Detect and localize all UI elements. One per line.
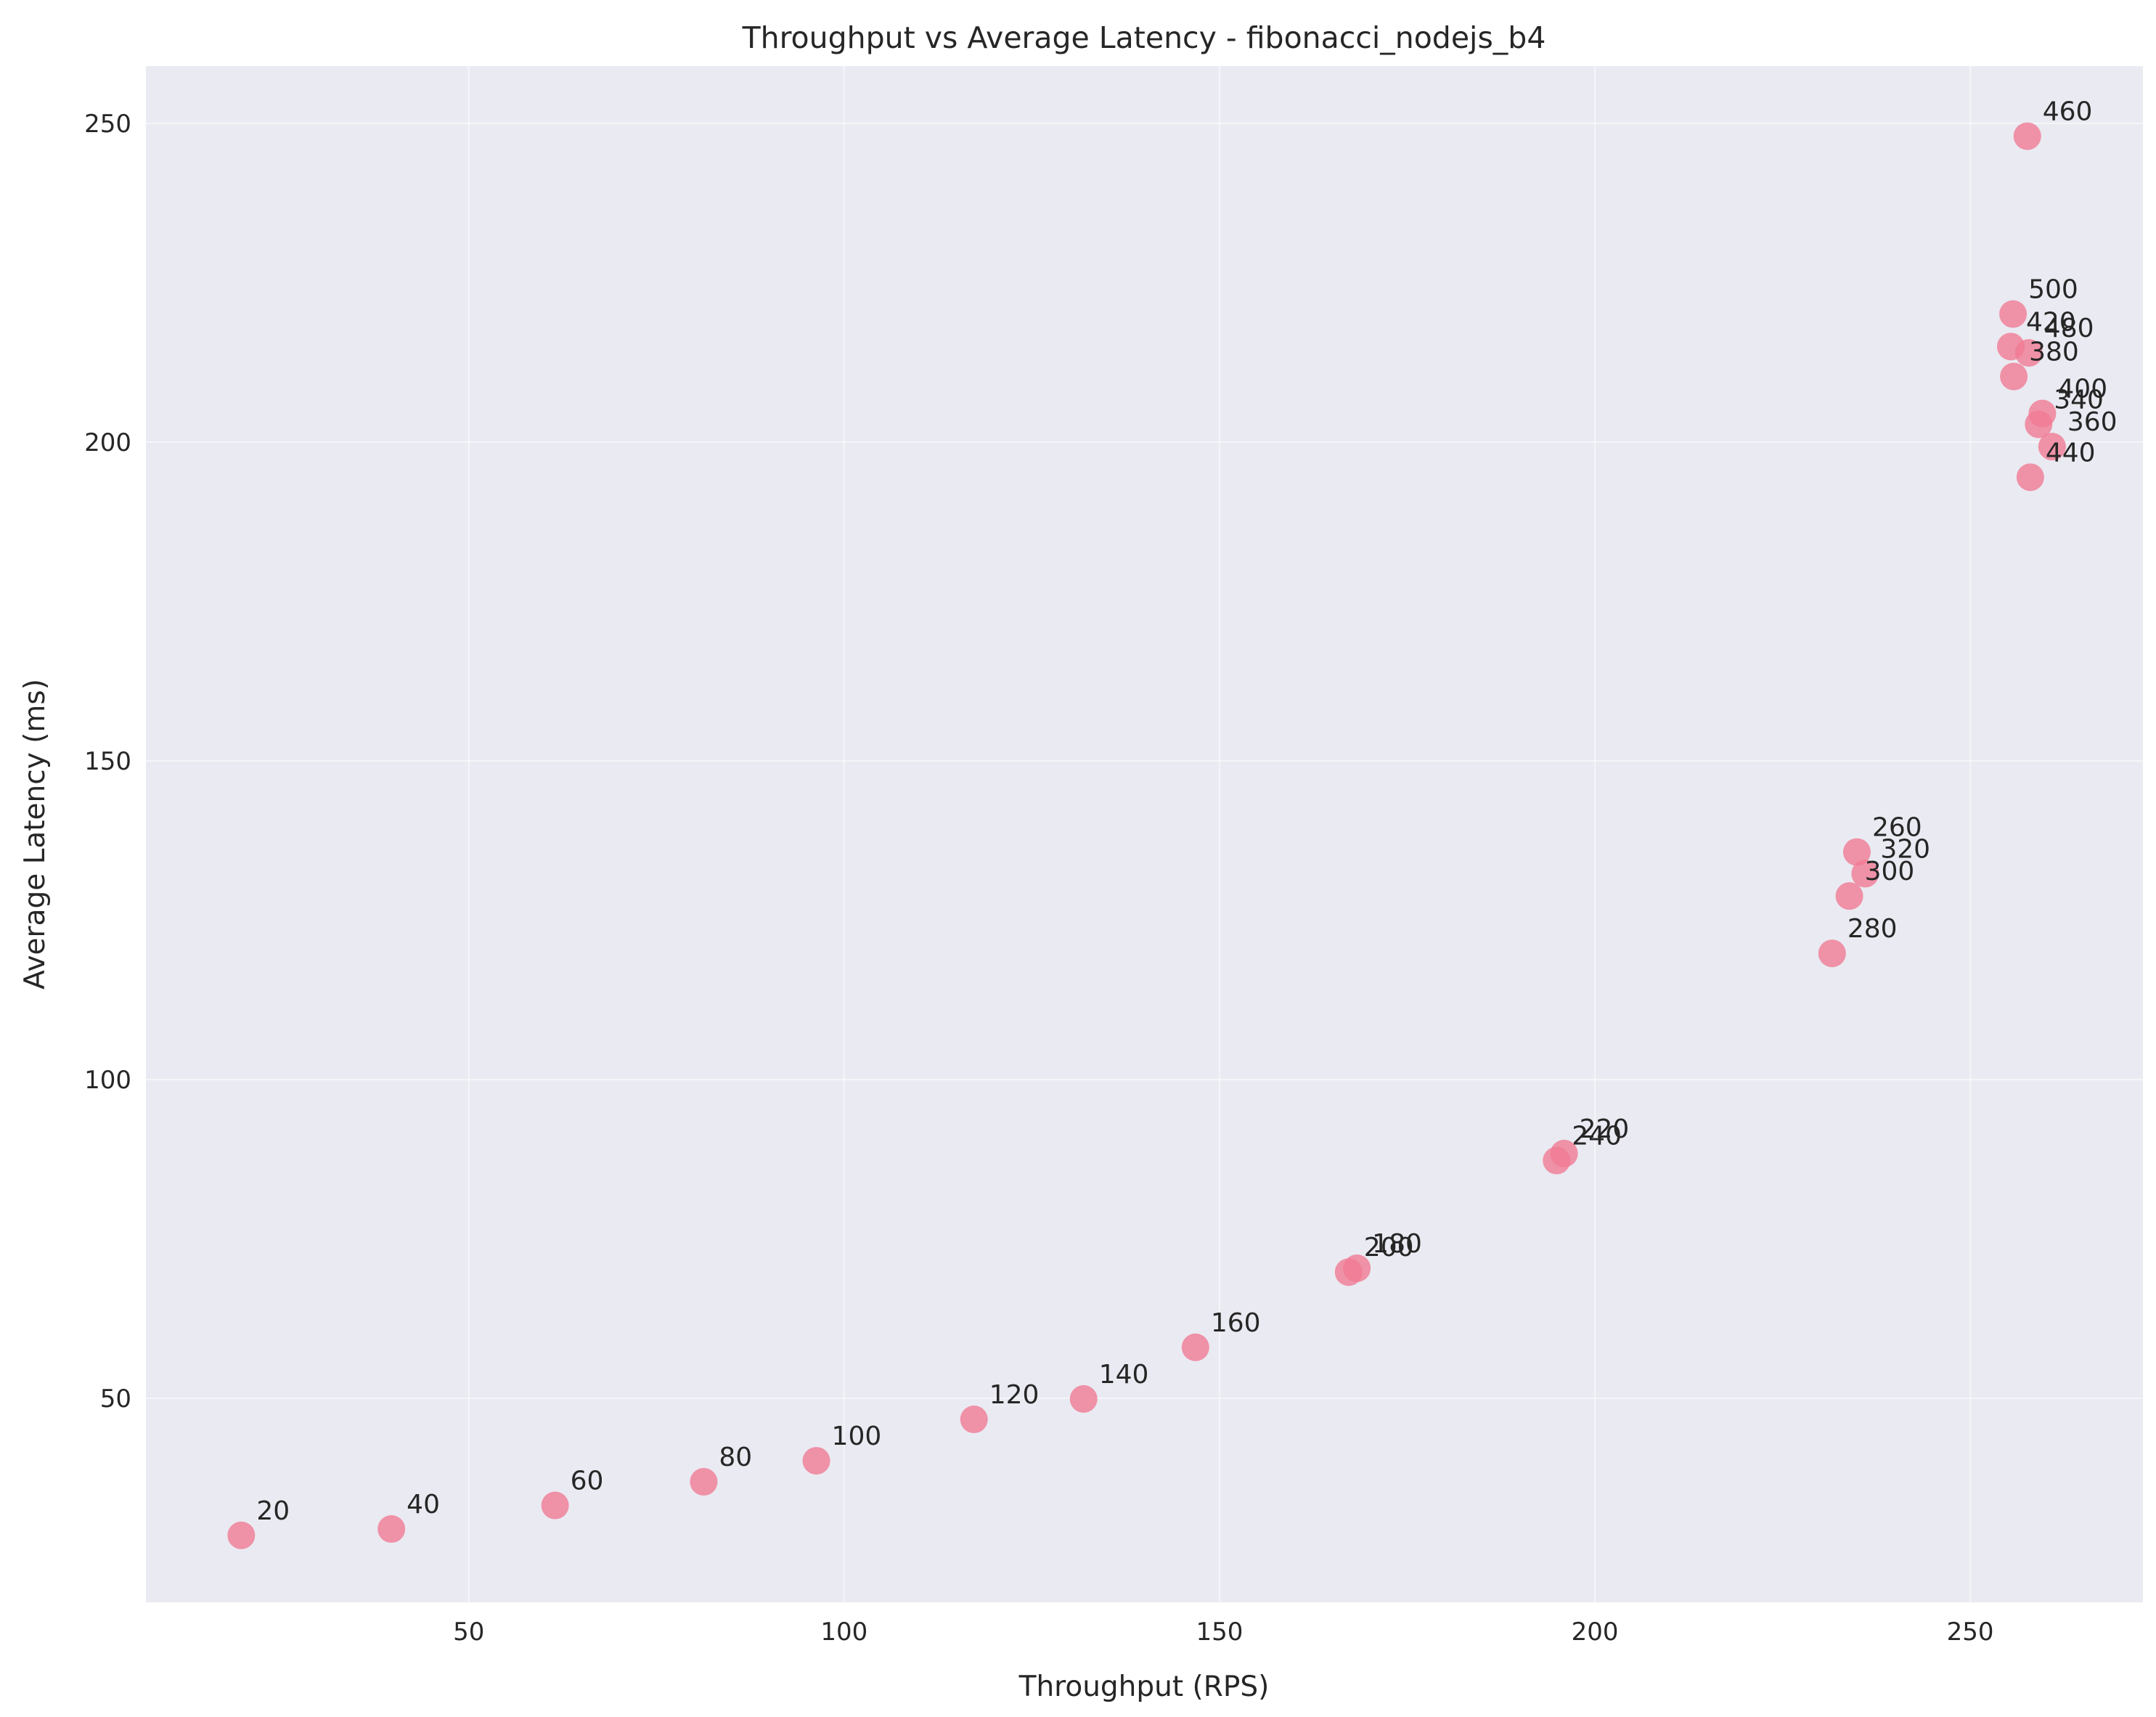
data-point-label: 400: [2057, 375, 2107, 404]
data-point-label: 20: [256, 1496, 290, 1526]
data-point: [2038, 433, 2066, 461]
data-point: [2014, 339, 2043, 367]
data-point-label: 120: [989, 1380, 1040, 1410]
data-point-label: 80: [719, 1443, 752, 1472]
data-point-label: 100: [832, 1422, 882, 1451]
data-point: [2000, 362, 2028, 391]
y-tick-label: 150: [84, 747, 131, 776]
data-point-label: 220: [1580, 1114, 1630, 1144]
grid: [146, 66, 2143, 1602]
data-point-label: 380: [2029, 338, 2079, 367]
data-point-label: 240: [1572, 1122, 1622, 1151]
data-point-label: 40: [407, 1490, 440, 1520]
data-point-label: 500: [2028, 275, 2078, 305]
data-point-label: 280: [1847, 914, 1898, 944]
data-point-label: 480: [2044, 314, 2094, 343]
y-axis-label: Average Latency (ms): [19, 679, 52, 990]
data-point: [2016, 463, 2044, 492]
x-tick-label: 100: [820, 1618, 867, 1647]
data-point: [2028, 399, 2057, 428]
y-tick-label: 100: [84, 1066, 131, 1095]
data-point-label: 460: [2043, 97, 2093, 127]
x-tick-label: 250: [1947, 1618, 1994, 1647]
data-point: [377, 1515, 406, 1543]
data-point: [1181, 1333, 1209, 1361]
y-tick-label: 50: [100, 1384, 131, 1414]
data-point-label: 320: [1880, 834, 1930, 864]
plot-area: [146, 66, 2143, 1602]
data-point: [541, 1491, 569, 1520]
data-point-label: 360: [2067, 407, 2118, 437]
data-point-label: 440: [2046, 438, 2096, 468]
data-point-label: 260: [1872, 813, 1922, 843]
x-tick-label: 200: [1572, 1618, 1619, 1647]
data-point: [1851, 860, 1879, 888]
data-point: [227, 1521, 256, 1549]
points: [227, 122, 2066, 1549]
data-point-label: 420: [2026, 307, 2076, 337]
data-point: [1842, 838, 1871, 866]
data-point: [2013, 122, 2041, 150]
point-labels: 20 40608010012014016018020022024026028030…: [256, 97, 2117, 1526]
data-point: [1999, 300, 2028, 328]
chart-title: Throughput vs Average Latency - fibonacc…: [742, 20, 1546, 55]
data-point-label: 180: [1372, 1229, 1422, 1259]
data-point: [1818, 939, 1846, 968]
data-point-label: 160: [1211, 1308, 1261, 1338]
data-point: [1334, 1258, 1363, 1286]
ticks: 50 100 150 200 250 50 100 150 200 250: [84, 110, 1993, 1647]
data-point: [1543, 1146, 1571, 1175]
data-point: [1835, 882, 1863, 910]
data-point: [802, 1447, 830, 1475]
y-tick-label: 250: [84, 110, 131, 139]
x-tick-label: 150: [1196, 1618, 1243, 1647]
data-point-label: 140: [1099, 1360, 1149, 1390]
x-tick-label: 50: [453, 1618, 484, 1647]
data-point-label: 200: [1364, 1233, 1414, 1263]
data-point-label: 300: [1865, 857, 1915, 886]
x-axis-label: Throughput (RPS): [1018, 1671, 1270, 1703]
data-point: [960, 1406, 988, 1434]
data-point: [1069, 1384, 1098, 1413]
data-point-label: 340: [2054, 385, 2104, 415]
data-point-label: 60: [571, 1467, 604, 1496]
y-tick-label: 200: [84, 428, 131, 457]
data-point: [690, 1468, 718, 1496]
